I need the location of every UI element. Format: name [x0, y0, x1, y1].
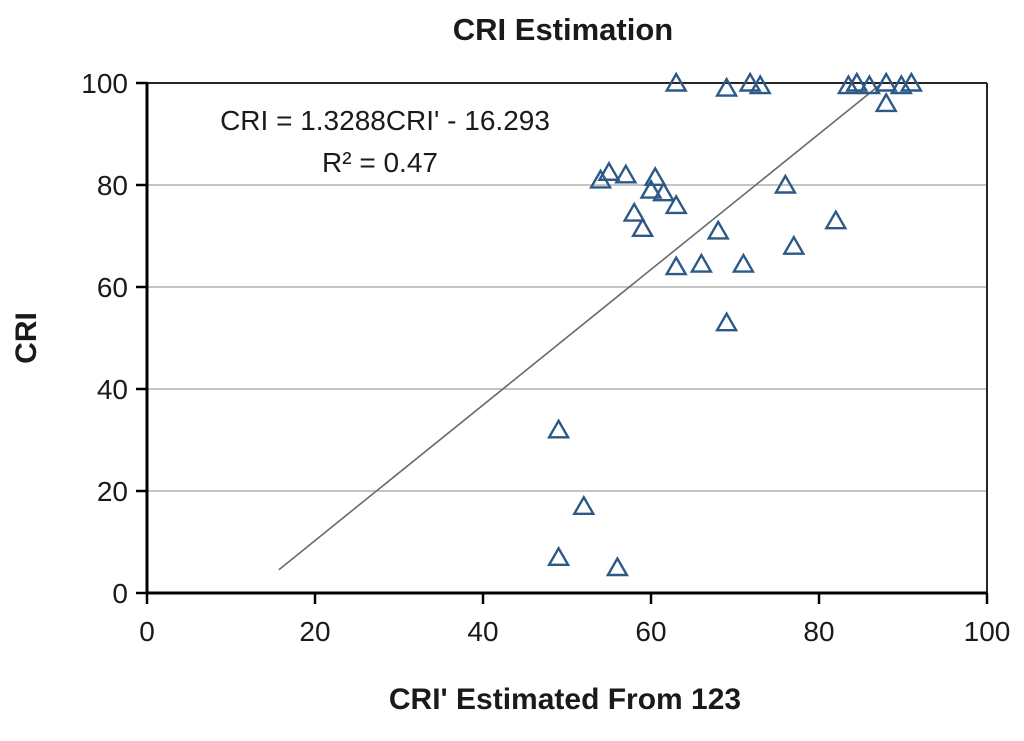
scatter-points — [547, 71, 923, 577]
tick-labels: 0 20 40 60 80 100 0 20 40 60 80 100 — [81, 68, 1010, 647]
x-axis-title: CRI' Estimated From 123 — [389, 683, 741, 716]
y-tick-label-0: 0 — [112, 578, 128, 609]
trend-line — [278, 82, 883, 571]
y-tick-label-20: 20 — [97, 476, 128, 507]
x-tick-label-100: 100 — [964, 616, 1011, 647]
y-axis-title: CRI — [10, 312, 43, 364]
scatter-point — [715, 76, 739, 97]
y-tick-label-100: 100 — [81, 68, 128, 99]
scatter-point — [639, 178, 663, 199]
scatter-point — [643, 165, 667, 187]
x-tick-label-0: 0 — [139, 616, 155, 647]
scatter-point — [664, 71, 688, 92]
scatter-point — [597, 160, 621, 181]
scatter-point — [836, 74, 860, 95]
chart-title: CRI Estimation — [453, 12, 673, 47]
scatter-point — [845, 71, 869, 92]
scatter-point — [547, 418, 571, 439]
y-tick-label-60: 60 — [97, 272, 128, 303]
scatter-point — [782, 234, 806, 255]
x-tick-label-60: 60 — [635, 616, 666, 647]
scatter-point — [631, 216, 655, 238]
scatter-point — [622, 201, 646, 222]
scatter-point — [614, 163, 638, 184]
x-tick-label-20: 20 — [299, 616, 330, 647]
y-tick-label-80: 80 — [97, 170, 128, 201]
scatter-point — [664, 193, 688, 215]
scatter-point — [773, 173, 797, 194]
x-tick-label-40: 40 — [467, 616, 498, 647]
r-squared-label: R² = 0.47 — [322, 147, 438, 178]
scatter-point — [689, 252, 713, 273]
gridlines — [147, 184, 987, 492]
y-tick-label-40: 40 — [97, 374, 128, 405]
scatter-point — [547, 545, 571, 566]
scatter-point — [874, 91, 898, 113]
regression-line — [278, 82, 883, 571]
axis-ticks — [136, 81, 989, 604]
scatter-point — [731, 252, 755, 273]
scatter-point — [857, 74, 881, 95]
scatter-point — [652, 181, 676, 202]
x-tick-label-80: 80 — [803, 616, 834, 647]
regression-equation: CRI = 1.3288CRI' - 16.293 — [220, 105, 550, 136]
scatter-point — [824, 209, 848, 230]
scatter-point — [706, 219, 730, 240]
scatter-point — [899, 71, 923, 92]
scatter-point — [572, 494, 596, 515]
scatter-point — [715, 311, 739, 332]
scatter-point — [605, 556, 629, 577]
plot-border — [145, 82, 988, 595]
scatter-point — [748, 74, 772, 95]
scatter-point — [738, 71, 762, 92]
scatter-point — [874, 71, 898, 92]
scatter-point — [664, 255, 688, 276]
